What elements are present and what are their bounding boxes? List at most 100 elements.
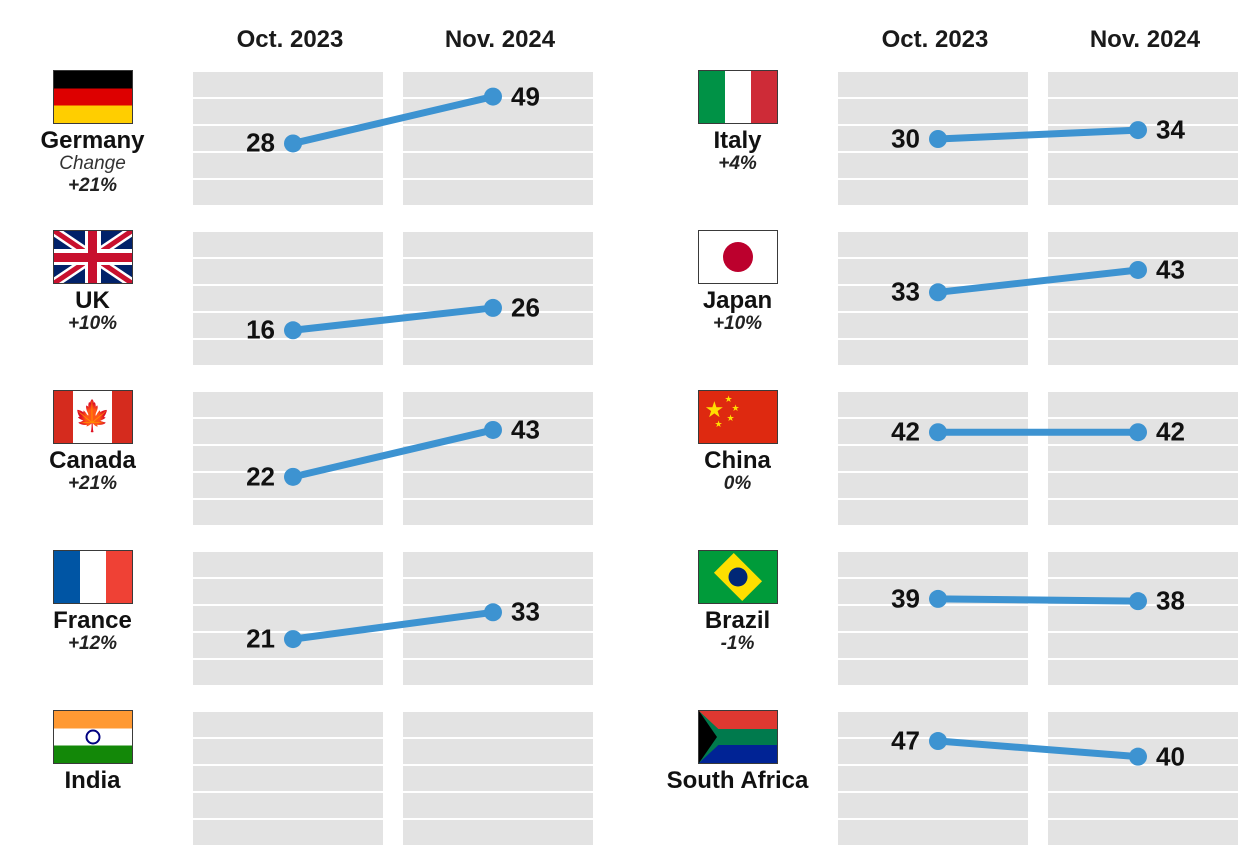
trend-line (284, 603, 502, 649)
value-label-end: 26 (511, 292, 540, 323)
plot-area: 16 26 (193, 232, 593, 366)
change-value: +10% (67, 313, 118, 335)
country-label: South Africa (645, 702, 830, 793)
value-label-start: 30 (891, 123, 920, 154)
value-label-start: 22 (246, 461, 275, 492)
panel-nov-2024 (1048, 72, 1238, 206)
country-name: Italy (713, 127, 762, 154)
flag-canada: 🍁 (52, 390, 133, 444)
value-label-end: 43 (511, 414, 540, 445)
change-value: +10% (712, 313, 763, 335)
header-nov-2024: Nov. 2024 (444, 26, 556, 53)
panel-backgrounds (838, 232, 1238, 366)
panel-backgrounds (838, 552, 1238, 686)
country-label: Germany Change +21% (0, 62, 185, 198)
country-label: Japan +10% (645, 222, 830, 336)
chart-board: Oct. 2023 Nov. 2024 Germany Change +21% 28 49 U… (0, 0, 1245, 700)
country-panel: Italy +4% 30 34 (645, 62, 1245, 222)
panel-nov-2024 (1048, 392, 1238, 526)
trend-line (284, 420, 502, 486)
country-label: France +12% (0, 542, 185, 656)
country-panel: 🍁 Canada +21% 22 43 (0, 382, 600, 542)
column-header: Oct. 2023 Nov. 2024 (0, 0, 600, 62)
plot-area: 21 33 (193, 552, 593, 686)
header-oct-2023: Oct. 2023 (881, 26, 989, 53)
value-label-start: 28 (246, 127, 275, 158)
country-panel: France +12% 21 33 (0, 542, 600, 702)
value-label-end: 49 (511, 81, 540, 112)
trend-line (929, 260, 1147, 302)
change-word: Change (59, 153, 126, 175)
country-name: Japan (702, 287, 773, 314)
header-nov-2024: Nov. 2024 (1089, 26, 1201, 53)
panel-nov-2024 (403, 392, 593, 526)
change-value: +21% (67, 175, 118, 197)
value-label-start: 16 (246, 314, 275, 345)
trend-line (929, 423, 1147, 442)
flag-china: ★ ★ ★ ★ ★ (697, 390, 778, 444)
country-label: India (0, 702, 185, 793)
value-label-start: 42 (891, 416, 920, 447)
header-oct-2023: Oct. 2023 (236, 26, 344, 53)
plot-area: 30 34 (838, 72, 1238, 206)
plot-area: 28 49 (193, 72, 593, 206)
panel-backgrounds (193, 232, 593, 366)
panel-oct-2023 (193, 552, 383, 686)
value-label-end: 34 (1156, 114, 1185, 145)
country-panel: Germany Change +21% 28 49 (0, 62, 600, 222)
flag-brazil (697, 550, 778, 604)
plot-area: 42 42 (838, 392, 1238, 526)
country-panel: India (0, 702, 600, 862)
panel-oct-2023 (193, 392, 383, 526)
value-label-start: 21 (246, 623, 275, 654)
right-column: Oct. 2023 Nov. 2024 Italy +4% 30 34 Japan +10% 3… (645, 0, 1245, 846)
flag-france (52, 550, 133, 604)
value-label-start: 39 (891, 583, 920, 614)
value-label-start: 47 (891, 725, 920, 756)
flag-india (52, 710, 133, 764)
flag-italy (697, 70, 778, 124)
panel-oct-2023 (838, 552, 1028, 686)
country-label: ★ ★ ★ ★ ★ China 0% (645, 382, 830, 496)
plot-area (193, 712, 593, 846)
trend-line (284, 87, 502, 153)
trend-line (284, 298, 502, 340)
flag-south-africa (697, 710, 778, 764)
column-header: Oct. 2023 Nov. 2024 (645, 0, 1245, 62)
panel-nov-2024 (1048, 552, 1238, 686)
flag-uk (52, 230, 133, 284)
panel-oct-2023 (193, 232, 383, 366)
country-panel: ★ ★ ★ ★ ★ China 0% 42 42 (645, 382, 1245, 542)
plot-area: 47 40 (838, 712, 1238, 846)
value-label-end: 38 (1156, 585, 1185, 616)
change-value: +12% (67, 633, 118, 655)
value-label-start: 33 (891, 276, 920, 307)
country-panel: Japan +10% 33 43 (645, 222, 1245, 382)
value-label-end: 33 (511, 596, 540, 627)
value-label-end: 43 (1156, 254, 1185, 285)
plot-area: 22 43 (193, 392, 593, 526)
country-label: Italy +4% (645, 62, 830, 176)
country-name: France (53, 607, 132, 634)
change-value: -1% (720, 633, 755, 655)
country-name: China (704, 447, 771, 474)
flag-germany (52, 70, 133, 124)
country-name: Brazil (704, 607, 771, 634)
left-column: Oct. 2023 Nov. 2024 Germany Change +21% 28 49 U… (0, 0, 600, 846)
change-value: 0% (723, 473, 752, 495)
country-panel: UK +10% 16 26 (0, 222, 600, 382)
country-panel: South Africa 47 40 (645, 702, 1245, 862)
country-name: UK (75, 287, 110, 314)
country-name: Germany (40, 127, 145, 154)
change-value: +21% (67, 473, 118, 495)
panel-oct-2023 (838, 392, 1028, 526)
value-label-end: 42 (1156, 416, 1185, 447)
country-panel: Brazil -1% 39 38 (645, 542, 1245, 702)
country-name: South Africa (666, 767, 809, 794)
panel-backgrounds (193, 392, 593, 526)
country-label: 🍁 Canada +21% (0, 382, 185, 496)
value-label-end: 40 (1156, 741, 1185, 772)
plot-area: 33 43 (838, 232, 1238, 366)
panel-backgrounds (838, 392, 1238, 526)
panel-nov-2024 (1048, 232, 1238, 366)
